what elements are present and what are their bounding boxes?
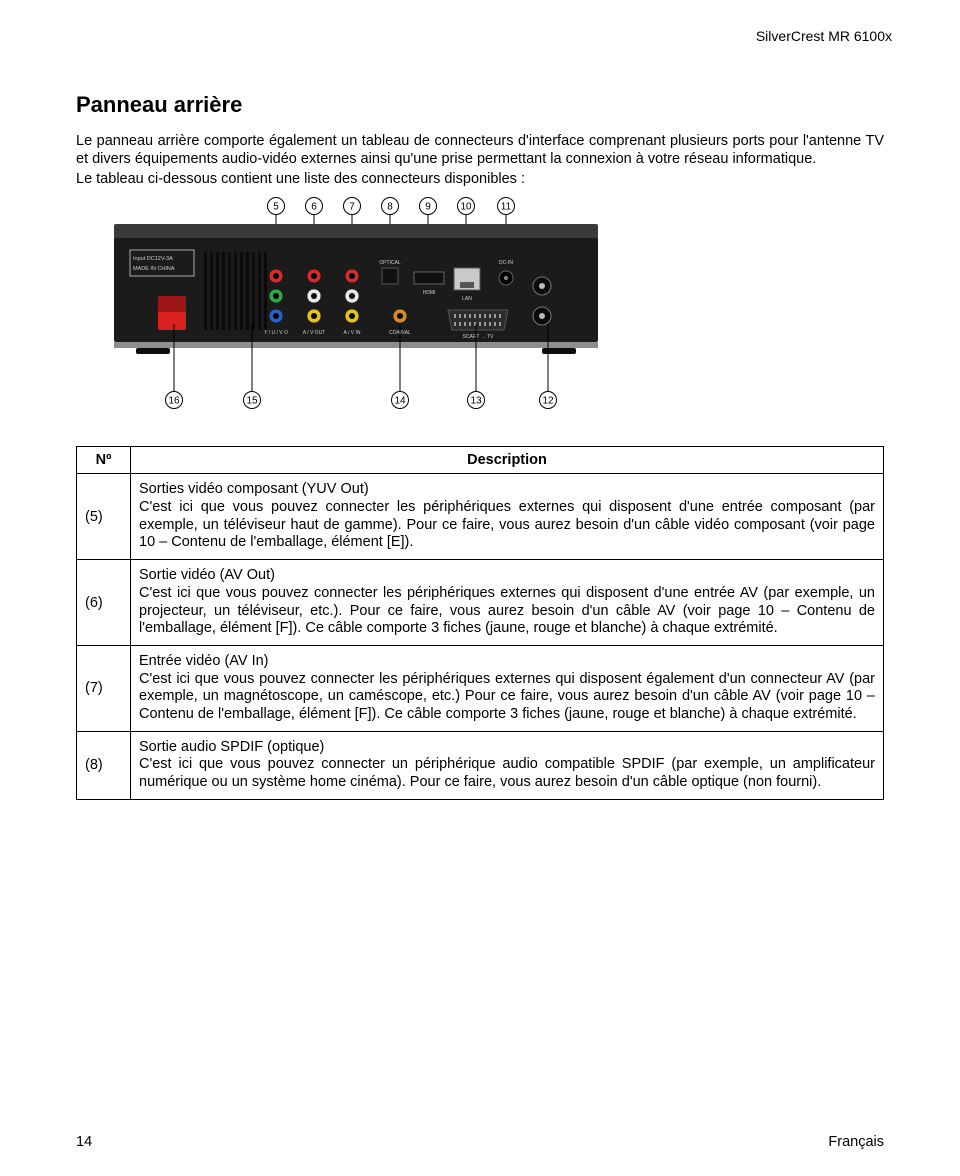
table-header-num: Nº — [77, 447, 131, 474]
intro-paragraph: Le panneau arrière comporte également un… — [76, 132, 884, 168]
svg-text:7: 7 — [349, 202, 355, 213]
table-row: (6)Sortie vidéo (AV Out)C'est ici que vo… — [77, 560, 884, 646]
svg-text:14: 14 — [394, 396, 406, 407]
svg-text:SCART → TV: SCART → TV — [463, 334, 495, 340]
row-desc: Sorties vidéo composant (YUV Out)C'est i… — [131, 474, 884, 560]
svg-text:12: 12 — [542, 396, 554, 407]
row-num: (8) — [77, 731, 131, 799]
svg-text:A / V OUT: A / V OUT — [303, 330, 326, 336]
svg-text:6: 6 — [311, 202, 317, 213]
row-desc: Sortie audio SPDIF (optique)C'est ici qu… — [131, 731, 884, 799]
svg-text:A / V IN: A / V IN — [344, 330, 361, 336]
row-desc: Sortie vidéo (AV Out)C'est ici que vous … — [131, 560, 884, 646]
row-num: (7) — [77, 645, 131, 731]
table-row: (5)Sorties vidéo composant (YUV Out)C'es… — [77, 474, 884, 560]
footer-page: 14 — [76, 1134, 92, 1150]
svg-text:MADE IN CHINA: MADE IN CHINA — [133, 266, 175, 272]
svg-text:11: 11 — [501, 202, 512, 213]
table-row: (8)Sortie audio SPDIF (optique)C'est ici… — [77, 731, 884, 799]
rear-panel-diagram: 5 6 7 8 9 10 11 Input DC12V-3A MADE IN CHINA Y / … — [76, 192, 884, 412]
svg-text:10: 10 — [460, 202, 472, 213]
svg-text:9: 9 — [425, 202, 431, 213]
svg-text:LAN: LAN — [462, 296, 472, 302]
svg-text:13: 13 — [470, 396, 482, 407]
svg-text:16: 16 — [168, 396, 180, 407]
svg-text:Input DC12V-3A: Input DC12V-3A — [133, 256, 173, 262]
svg-text:15: 15 — [246, 396, 258, 407]
svg-text:OPTICAL: OPTICAL — [379, 260, 401, 266]
row-num: (6) — [77, 560, 131, 646]
table-row: (7)Entrée vidéo (AV In)C'est ici que vou… — [77, 645, 884, 731]
row-num: (5) — [77, 474, 131, 560]
row-desc: Entrée vidéo (AV In)C'est ici que vous p… — [131, 645, 884, 731]
svg-text:Y / U / V O: Y / U / V O — [264, 330, 288, 336]
page-footer: 14 Français — [76, 1134, 884, 1150]
svg-text:HDMI: HDMI — [423, 290, 436, 296]
footer-lang: Français — [828, 1134, 884, 1150]
connectors-table: Nº Description (5)Sorties vidéo composan… — [76, 446, 884, 799]
section-title: Panneau arrière — [76, 92, 884, 118]
svg-text:8: 8 — [387, 202, 393, 213]
header-product: SilverCrest MR 6100x — [76, 28, 892, 44]
intro-line-2: Le tableau ci-dessous contient une liste… — [76, 170, 884, 188]
table-header-desc: Description — [131, 447, 884, 474]
svg-text:5: 5 — [273, 202, 279, 213]
svg-text:DC-IN: DC-IN — [499, 260, 513, 266]
